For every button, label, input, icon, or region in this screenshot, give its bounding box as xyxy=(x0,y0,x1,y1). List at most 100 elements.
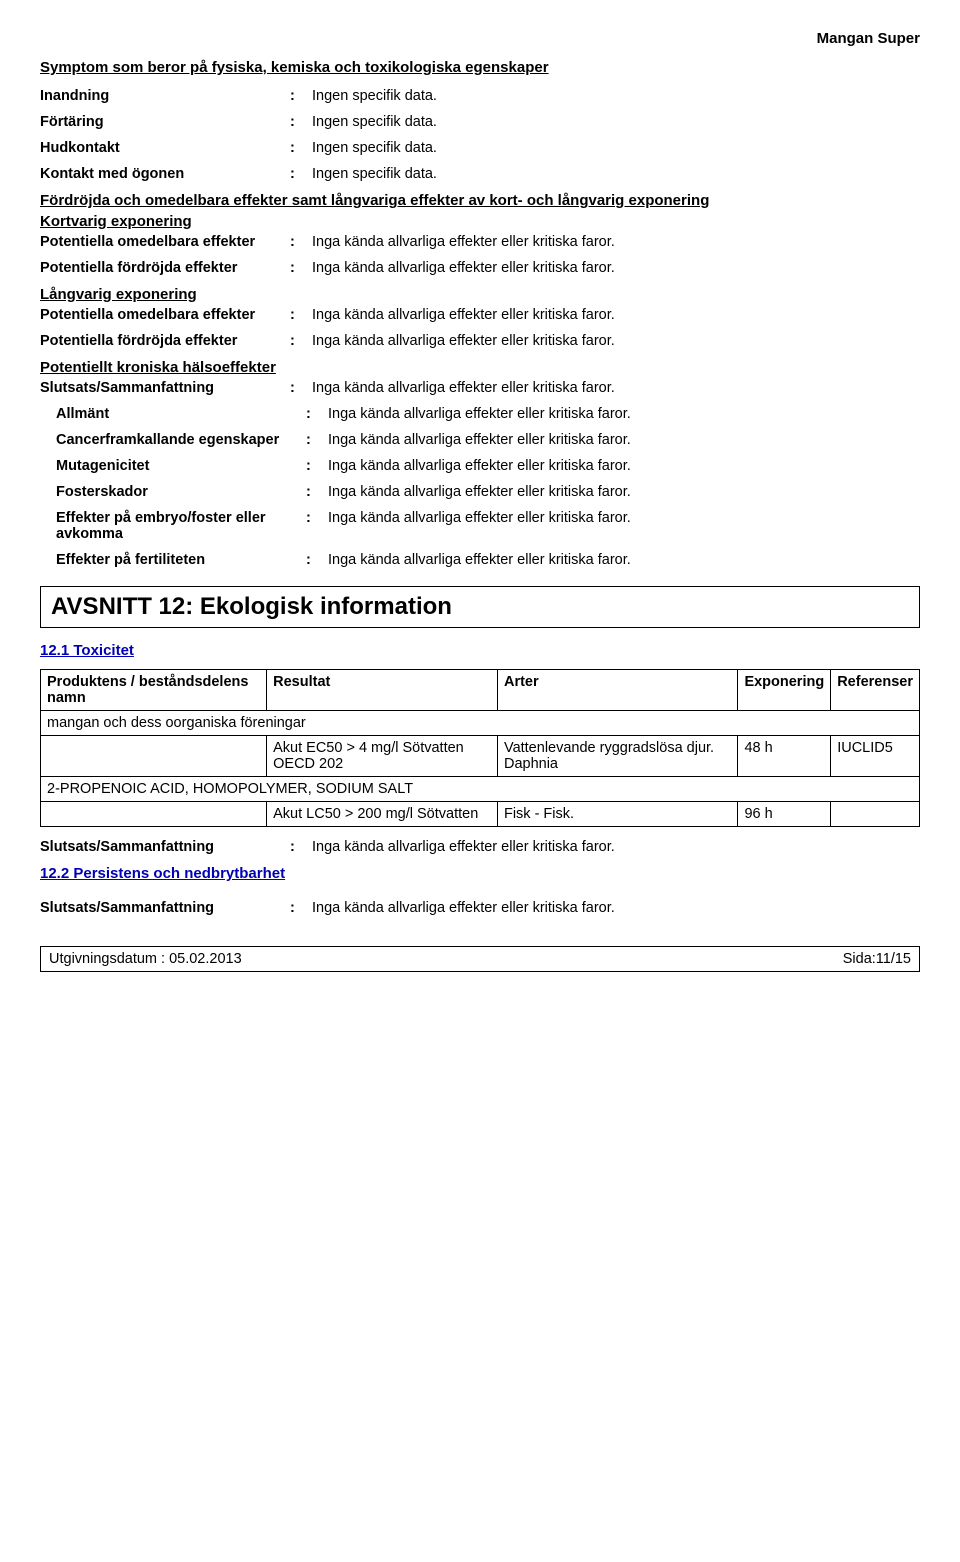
persistence-heading: 12.2 Persistens och nedbrytbarhet xyxy=(40,865,920,882)
row-inhalation: Inandning : Ingen specifik data. xyxy=(40,88,920,104)
th-species: Arter xyxy=(497,670,737,711)
label-skin: Hudkontakt xyxy=(40,140,290,156)
row-embryo: Effekter på embryo/foster eller avkomma … xyxy=(40,510,920,542)
label-muta: Mutagenicitet xyxy=(40,458,306,474)
value-fertility: Inga kända allvarliga effekter eller kri… xyxy=(328,552,920,568)
product-name: Mangan Super xyxy=(40,30,920,47)
colon: : xyxy=(306,458,328,474)
value-inhalation: Ingen specifik data. xyxy=(312,88,920,104)
row-conclusion: Slutsats/Sammanfattning : Inga kända all… xyxy=(40,380,920,396)
cell-ref: IUCLID5 xyxy=(831,736,920,777)
cell-species: Vattenlevande ryggradslösa djur. Daphnia xyxy=(497,736,737,777)
short-exposure-heading: Kortvarig exponering xyxy=(40,213,920,230)
colon: : xyxy=(290,234,312,250)
row-fertility: Effekter på fertiliteten : Inga kända al… xyxy=(40,552,920,568)
colon: : xyxy=(290,333,312,349)
label-eye: Kontakt med ögonen xyxy=(40,166,290,182)
th-result: Resultat xyxy=(267,670,498,711)
row-carcino: Cancerframkallande egenskaper : Inga kän… xyxy=(40,432,920,448)
colon: : xyxy=(290,260,312,276)
value-carcino: Inga kända allvarliga effekter eller kri… xyxy=(328,432,920,448)
long-exposure-heading: Långvarig exponering xyxy=(40,286,920,303)
label-carcino: Cancerframkallande egenskaper xyxy=(40,432,306,448)
table-subhead-row: 2-PROPENOIC ACID, HOMOPOLYMER, SODIUM SA… xyxy=(41,777,920,802)
cell-blank xyxy=(41,802,267,827)
colon: : xyxy=(290,88,312,104)
cell-species: Fisk - Fisk. xyxy=(497,802,737,827)
label-embryo: Effekter på embryo/foster eller avkomma xyxy=(40,510,306,542)
label-general: Allmänt xyxy=(40,406,306,422)
label-pot-delayed-long: Potentiella fördröjda effekter xyxy=(40,333,290,349)
cell-exposure: 48 h xyxy=(738,736,831,777)
section12-box: AVSNITT 12: Ekologisk information xyxy=(40,586,920,628)
value-conclusion-12-2: Inga kända allvarliga effekter eller kri… xyxy=(312,900,920,916)
value-pot-immediate: Inga kända allvarliga effekter eller kri… xyxy=(312,234,920,250)
value-conclusion: Inga kända allvarliga effekter eller kri… xyxy=(312,380,920,396)
chronic-heading: Potentiellt kroniska hälsoeffekter xyxy=(40,359,920,376)
value-eye: Ingen specifik data. xyxy=(312,166,920,182)
row-pot-immediate-long: Potentiella omedelbara effekter : Inga k… xyxy=(40,307,920,323)
th-product: Produktens / beståndsdelens namn xyxy=(41,670,267,711)
table-row: Akut EC50 > 4 mg/l Sötvatten OECD 202 Va… xyxy=(41,736,920,777)
row-conclusion-12-2: Slutsats/Sammanfattning : Inga kända all… xyxy=(40,900,920,916)
table-header-row: Produktens / beståndsdelens namn Resulta… xyxy=(41,670,920,711)
colon: : xyxy=(290,839,312,855)
colon: : xyxy=(306,552,328,568)
row-conclusion-12-1: Slutsats/Sammanfattning : Inga kända all… xyxy=(40,839,920,855)
value-foster: Inga kända allvarliga effekter eller kri… xyxy=(328,484,920,500)
colon: : xyxy=(290,140,312,156)
label-fertility: Effekter på fertiliteten xyxy=(40,552,306,568)
row-foster: Fosterskador : Inga kända allvarliga eff… xyxy=(40,484,920,500)
label-pot-immediate: Potentiella omedelbara effekter xyxy=(40,234,290,250)
row-ingestion: Förtäring : Ingen specifik data. xyxy=(40,114,920,130)
colon: : xyxy=(306,484,328,500)
label-foster: Fosterskador xyxy=(40,484,306,500)
cell-result: Akut LC50 > 200 mg/l Sötvatten xyxy=(267,802,498,827)
value-skin: Ingen specifik data. xyxy=(312,140,920,156)
label-pot-immediate-long: Potentiella omedelbara effekter xyxy=(40,307,290,323)
delayed-heading: Fördröjda och omedelbara effekter samt l… xyxy=(40,192,920,209)
label-ingestion: Förtäring xyxy=(40,114,290,130)
footer-box: Utgivningsdatum : 05.02.2013 Sida:11/15 xyxy=(40,946,920,972)
label-pot-delayed: Potentiella fördröjda effekter xyxy=(40,260,290,276)
value-pot-delayed: Inga kända allvarliga effekter eller kri… xyxy=(312,260,920,276)
th-ref: Referenser xyxy=(831,670,920,711)
colon: : xyxy=(306,510,328,542)
value-conclusion-12-1: Inga kända allvarliga effekter eller kri… xyxy=(312,839,920,855)
footer-page: Sida:11/15 xyxy=(843,951,911,967)
colon: : xyxy=(290,114,312,130)
cell-ref xyxy=(831,802,920,827)
cell-result: Akut EC50 > 4 mg/l Sötvatten OECD 202 xyxy=(267,736,498,777)
colon: : xyxy=(290,380,312,396)
toxicity-heading: 12.1 Toxicitet xyxy=(40,642,920,659)
value-pot-immediate-long: Inga kända allvarliga effekter eller kri… xyxy=(312,307,920,323)
cell-blank xyxy=(41,736,267,777)
colon: : xyxy=(306,406,328,422)
sub1: mangan och dess oorganiska föreningar xyxy=(41,711,920,736)
table-subhead-row: mangan och dess oorganiska föreningar xyxy=(41,711,920,736)
cell-exposure: 96 h xyxy=(738,802,831,827)
label-conclusion: Slutsats/Sammanfattning xyxy=(40,380,290,396)
footer-date: Utgivningsdatum : 05.02.2013 xyxy=(49,951,242,967)
section12-title: AVSNITT 12: Ekologisk information xyxy=(51,593,909,621)
symptoms-heading: Symptom som beror på fysiska, kemiska oc… xyxy=(40,59,920,76)
row-pot-delayed-long: Potentiella fördröjda effekter : Inga kä… xyxy=(40,333,920,349)
value-general: Inga kända allvarliga effekter eller kri… xyxy=(328,406,920,422)
sub2: 2-PROPENOIC ACID, HOMOPOLYMER, SODIUM SA… xyxy=(41,777,920,802)
toxicity-table: Produktens / beståndsdelens namn Resulta… xyxy=(40,669,920,827)
row-skin: Hudkontakt : Ingen specifik data. xyxy=(40,140,920,156)
value-ingestion: Ingen specifik data. xyxy=(312,114,920,130)
colon: : xyxy=(290,900,312,916)
label-inhalation: Inandning xyxy=(40,88,290,104)
row-general: Allmänt : Inga kända allvarliga effekter… xyxy=(40,406,920,422)
row-pot-delayed-short: Potentiella fördröjda effekter : Inga kä… xyxy=(40,260,920,276)
row-muta: Mutagenicitet : Inga kända allvarliga ef… xyxy=(40,458,920,474)
colon: : xyxy=(290,166,312,182)
row-eye: Kontakt med ögonen : Ingen specifik data… xyxy=(40,166,920,182)
row-pot-immediate-short: Potentiella omedelbara effekter : Inga k… xyxy=(40,234,920,250)
label-conclusion-12-1: Slutsats/Sammanfattning xyxy=(40,839,290,855)
value-muta: Inga kända allvarliga effekter eller kri… xyxy=(328,458,920,474)
colon: : xyxy=(290,307,312,323)
colon: : xyxy=(306,432,328,448)
th-exposure: Exponering xyxy=(738,670,831,711)
